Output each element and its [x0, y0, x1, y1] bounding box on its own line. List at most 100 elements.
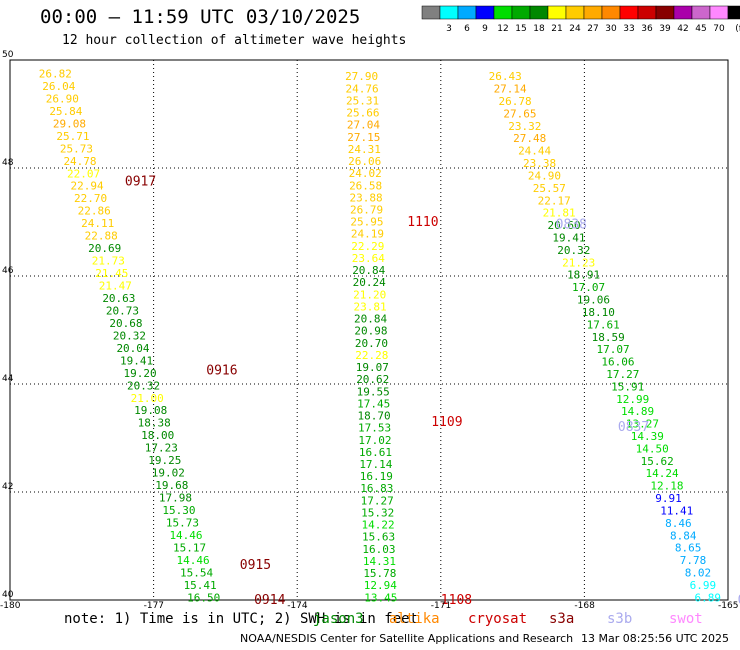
swh-value-label: 27.65: [503, 107, 536, 120]
swh-value-label: 12.18: [650, 480, 683, 493]
colorbar-tick-label: 6: [464, 24, 470, 34]
pass-time-label: 0916: [206, 364, 237, 379]
generated-timestamp: 13 Mar 08:25:56 UTC 2025: [581, 632, 729, 645]
swh-value-label: 25.57: [533, 182, 566, 195]
swh-value-label: 21.47: [99, 280, 132, 293]
swh-value-label: 15.17: [173, 541, 206, 554]
colorbar-swatch: [421, 5, 441, 20]
swh-value-label: 17.98: [159, 492, 192, 505]
colorbar-swatch: [637, 5, 657, 20]
y-tick-label: 46: [2, 266, 14, 276]
swh-value-label: 8.65: [675, 542, 702, 555]
y-tick-label: 40: [2, 590, 14, 600]
colorbar-tick-label: 39: [659, 24, 671, 34]
colorbar-tick-label: 42: [677, 24, 688, 34]
swh-value-label: 20.68: [109, 317, 142, 330]
swh-value-label: 15.73: [166, 516, 199, 529]
swh-value-label: 8.02: [685, 566, 712, 579]
swh-value-label: 26.04: [42, 80, 75, 93]
colorbar-tick-label: 12: [497, 24, 508, 34]
swh-value-label: 27.14: [494, 83, 527, 96]
swh-value-label: 9.91: [655, 492, 682, 505]
swh-value-label: 27.48: [513, 132, 546, 145]
swh-value-label: 23.64: [352, 252, 385, 265]
colorbar-tick-label: 24: [569, 24, 581, 34]
colorbar-swatch: [547, 5, 567, 20]
swh-value-label: 16.06: [601, 356, 634, 369]
swh-value-label: 24.76: [346, 82, 379, 95]
legend-entry-swot: swot: [669, 611, 703, 627]
swh-value-label: 17.27: [606, 368, 639, 381]
swh-value-label: 26.79: [350, 204, 383, 217]
swh-value-label: 23.38: [523, 157, 556, 170]
swh-value-label: 14.22: [362, 519, 395, 532]
swh-value-label: 8.46: [665, 517, 692, 530]
swh-value-label: 23.32: [508, 120, 541, 133]
colorbar-swatch: [511, 5, 531, 20]
chart-title: 00:00 – 11:59 UTC 03/10/2025: [40, 6, 361, 28]
swh-value-label: 14.89: [621, 405, 654, 418]
colorbar-tick-label: 30: [605, 24, 617, 34]
swh-value-label: 15.30: [162, 504, 195, 517]
footnote: note: 1) Time is in UTC; 2) SWH is in fe…: [64, 611, 419, 627]
colorbar-swatch: [655, 5, 675, 20]
swh-value-label: 22.29: [351, 240, 384, 253]
y-tick-label: 50: [2, 50, 14, 60]
colorbar-swatch: [601, 5, 621, 20]
swh-value-label: 20.32: [127, 379, 160, 392]
swh-value-label: 12.99: [616, 393, 649, 406]
swh-value-label: 21.45: [95, 267, 128, 280]
swh-value-label: 19.55: [357, 385, 390, 398]
swh-value-label: 15.78: [363, 567, 396, 580]
swh-value-label: 7.78: [680, 554, 707, 567]
swh-value-label: 20.98: [354, 325, 387, 338]
swh-value-label: 24.02: [349, 167, 382, 180]
swh-value-label: 15.91: [611, 380, 644, 393]
swh-value-label: 21.81: [543, 207, 576, 220]
swh-value-label: 15.63: [362, 531, 395, 544]
swh-value-label: 26.82: [39, 68, 72, 81]
swh-value-label: 6.99: [690, 579, 717, 592]
swh-value-label: 21.23: [562, 256, 595, 269]
colorbar-tick-label: 15: [515, 24, 526, 34]
colorbar-tick-label: 9: [482, 24, 488, 34]
colorbar-tick-label: 70: [713, 24, 725, 34]
swh-value-label: 16.50: [187, 591, 220, 604]
swh-value-label: 20.32: [113, 329, 146, 342]
swh-value-label: 17.23: [145, 442, 178, 455]
x-tick-label: -168: [574, 601, 595, 611]
pass-time-label: 1109: [431, 415, 462, 430]
x-tick-label: -174: [287, 601, 308, 611]
swh-value-label: 26.43: [489, 70, 522, 83]
y-tick-label: 48: [2, 158, 14, 168]
swh-value-label: 18.91: [567, 269, 600, 282]
swh-value-label: 24.31: [348, 143, 381, 156]
swh-value-label: 25.31: [346, 94, 379, 107]
swh-value-label: 20.32: [557, 244, 590, 257]
colorbar-swatch: [727, 5, 740, 20]
swh-value-label: 22.94: [71, 180, 104, 193]
swh-value-label: 19.25: [148, 454, 181, 467]
x-tick-label: -165: [718, 601, 739, 611]
swh-value-label: 17.27: [361, 494, 394, 507]
swh-value-label: 15.54: [180, 566, 213, 579]
swh-value-label: 20.04: [116, 342, 149, 355]
swh-value-label: 22.70: [74, 192, 107, 205]
colorbar-tick-label: 27: [587, 24, 598, 34]
swh-value-label: 14.50: [636, 442, 669, 455]
x-tick-label: -171: [430, 601, 452, 611]
swh-value-label: 21.73: [92, 255, 125, 268]
colorbar-swatch: [583, 5, 603, 20]
colorbar-swatch: [475, 5, 495, 20]
x-tick-label: -177: [143, 601, 165, 611]
swh-value-label: 25.73: [60, 142, 93, 155]
colorbar-tick-label: 21: [551, 24, 562, 34]
swh-value-label: 14.46: [169, 529, 202, 542]
swh-value-label: 27.04: [347, 119, 380, 132]
swh-value-label: 22.07: [67, 167, 100, 180]
legend-entry-altika: altika: [389, 611, 440, 627]
pass-time-label: 1108: [441, 593, 472, 608]
swh-value-label: 15.32: [361, 506, 394, 519]
swh-value-label: 17.61: [587, 318, 620, 331]
